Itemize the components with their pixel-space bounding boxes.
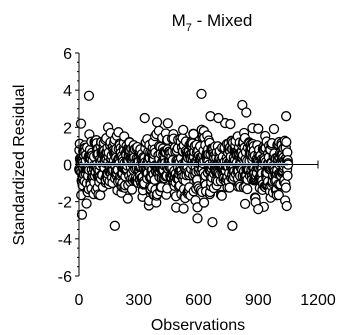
chart-title: M7 - Mixed — [172, 11, 253, 34]
x-tick-label: 0 — [75, 292, 84, 309]
outlier-point — [83, 90, 95, 101]
data-point — [178, 124, 189, 136]
outlier-point — [213, 112, 224, 124]
outlier-point — [75, 118, 87, 129]
data-point — [281, 136, 292, 148]
data-point — [253, 123, 264, 134]
data-point — [281, 200, 292, 212]
y-axis-title: Standardized Residual — [11, 85, 28, 246]
data-point — [81, 198, 92, 209]
outlier-point — [253, 203, 264, 215]
x-axis-title: Observations — [151, 317, 245, 334]
data-point — [122, 193, 133, 204]
data-point — [268, 123, 280, 135]
y-tick-label: 6 — [63, 46, 72, 63]
outlier-point — [196, 88, 207, 100]
data-point — [198, 197, 210, 208]
data-point — [225, 118, 236, 130]
outlier-point — [280, 111, 292, 122]
data-point — [178, 203, 189, 214]
x-tick-label: 600 — [185, 292, 212, 309]
outlier-point — [241, 107, 252, 118]
y-tick-label: 4 — [63, 83, 72, 100]
data-point — [151, 117, 163, 128]
data-point — [282, 170, 293, 181]
data-point — [162, 118, 173, 129]
data-point — [216, 190, 227, 201]
outlier-point — [227, 220, 238, 231]
data-point — [224, 182, 235, 193]
y-axis-ticks: 6 4 2 0 -2 -4 -6 — [58, 46, 79, 286]
x-axis-ticks: 0 300 600 900 1200 — [75, 160, 336, 309]
data-points — [74, 88, 294, 231]
outlier-point — [139, 112, 150, 124]
y-tick-label: -6 — [58, 269, 72, 286]
y-tick-label: -2 — [58, 195, 72, 212]
outlier-point — [76, 209, 88, 220]
outlier-point — [192, 213, 203, 224]
x-tick-label: 1200 — [300, 292, 336, 309]
y-tick-label: 2 — [63, 120, 72, 137]
y-tick-label: -4 — [58, 232, 72, 249]
x-tick-label: 300 — [125, 292, 152, 309]
outlier-point — [109, 220, 120, 231]
outlier-point — [207, 216, 218, 228]
y-tick-label: 0 — [63, 158, 72, 175]
data-point — [242, 183, 253, 195]
data-point — [239, 198, 251, 210]
data-point — [188, 128, 199, 140]
x-tick-label: 900 — [245, 292, 272, 309]
data-point — [280, 182, 292, 193]
